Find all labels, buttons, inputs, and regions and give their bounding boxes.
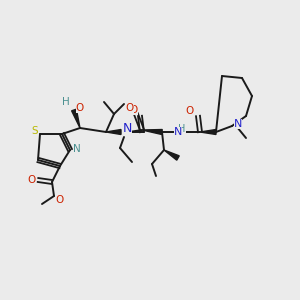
Text: S: S	[32, 126, 38, 136]
Text: N: N	[174, 127, 182, 137]
Polygon shape	[142, 130, 162, 134]
Polygon shape	[106, 130, 121, 134]
Text: N: N	[122, 122, 132, 136]
Text: N: N	[73, 144, 81, 154]
Text: N: N	[234, 119, 242, 129]
Text: H: H	[178, 124, 186, 134]
Text: O: O	[186, 106, 194, 116]
Polygon shape	[164, 150, 179, 160]
Text: O: O	[76, 103, 84, 113]
Polygon shape	[72, 109, 80, 128]
Text: O: O	[126, 103, 134, 113]
Text: O: O	[130, 105, 138, 115]
Text: O: O	[56, 195, 64, 205]
Text: H: H	[62, 97, 70, 107]
Polygon shape	[200, 130, 216, 134]
Text: O: O	[28, 175, 36, 185]
